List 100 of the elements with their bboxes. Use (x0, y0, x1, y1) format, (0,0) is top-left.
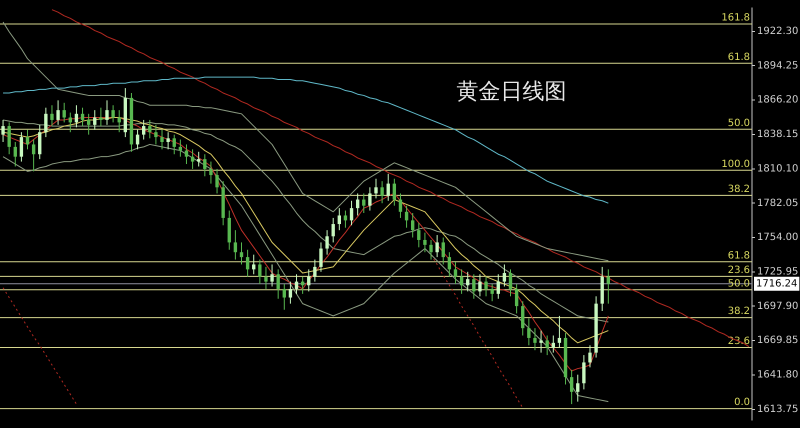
candlestick (99, 107, 103, 127)
candlestick (398, 192, 402, 218)
candlestick (582, 354, 586, 390)
candlestick (478, 274, 482, 297)
candlestick (44, 107, 48, 138)
annotation: 50.0 (728, 118, 750, 129)
text: 黄金日线图 (456, 80, 566, 105)
candlestick (38, 124, 42, 160)
annotation: 61.8 (728, 52, 750, 63)
candlestick (154, 124, 158, 145)
candlestick (490, 284, 494, 302)
candlestick (496, 274, 500, 300)
candlestick (576, 374, 580, 402)
candlestick (240, 242, 244, 265)
candlestick (368, 186, 372, 212)
candlestick (68, 112, 72, 133)
candlestick (466, 271, 470, 292)
candlestick (14, 141, 17, 167)
candlestick (521, 300, 524, 336)
candlestick (234, 230, 238, 260)
candlestick (258, 259, 262, 285)
y-tick-label: 1810.10 (757, 163, 798, 174)
candlestick (62, 102, 66, 123)
candlestick (166, 132, 170, 150)
annotation: 0.0 (734, 397, 750, 408)
y-tick-label: 1641.80 (757, 370, 798, 381)
y-tick-label: 1613.75 (757, 404, 798, 415)
candlestick (460, 268, 464, 294)
candlestick (264, 266, 268, 290)
candlestick (606, 268, 610, 304)
y-tick-label: 1697.90 (757, 300, 798, 312)
y-tick-label: 1866.20 (757, 94, 798, 106)
candlestick (558, 315, 562, 348)
line-series (430, 254, 524, 408)
candlestick (313, 259, 317, 282)
candlestick (105, 100, 109, 126)
candlestick (392, 178, 396, 206)
annotation: 23.6 (728, 264, 750, 276)
candlestick (86, 113, 90, 136)
candlestick (404, 205, 408, 228)
candlestick (552, 334, 555, 354)
candlestick (508, 268, 512, 297)
candlestick (209, 161, 213, 184)
candlestick (7, 122, 11, 155)
candlestick (74, 104, 78, 128)
candlestick (252, 254, 256, 275)
line-series (2, 287, 77, 405)
candlestick (533, 328, 537, 351)
y-tick-label: 1838.15 (757, 129, 798, 140)
candlestick (319, 242, 323, 272)
candlestick (246, 249, 250, 278)
candlestick (546, 334, 549, 356)
candlestick (142, 119, 146, 140)
candlestick (380, 180, 384, 204)
candlestick (136, 129, 140, 150)
candlestick (111, 104, 115, 123)
annotation: 38.2 (728, 306, 750, 318)
candlestick (527, 318, 531, 346)
candlestick (423, 232, 427, 253)
candlestick (344, 210, 348, 228)
candlestick (288, 281, 292, 304)
ref-line-label: 1716.24 (756, 278, 798, 290)
candlestick (502, 264, 506, 288)
candlestick (472, 274, 476, 300)
candlestick (350, 200, 354, 226)
candlestick (160, 129, 164, 150)
y-tick-label: 1725.95 (757, 266, 798, 278)
candlestick (178, 139, 182, 158)
annotation: 161.8 (721, 12, 750, 24)
candlestick (26, 129, 30, 150)
candlestick (448, 252, 452, 278)
candlestick (118, 110, 121, 133)
candlestick (197, 151, 200, 167)
candlestick (294, 274, 298, 294)
candlestick (325, 230, 329, 256)
candlestick (362, 192, 366, 214)
candlestick (588, 344, 592, 368)
annotation: 61.8 (728, 250, 750, 262)
candlestick (148, 119, 152, 139)
candlestick (190, 148, 194, 170)
candlestick (386, 173, 390, 202)
candlestick (56, 100, 60, 126)
y-tick-label: 1782.05 (757, 198, 798, 209)
candlestick (215, 168, 219, 194)
annotation: 38.2 (728, 184, 750, 195)
candlestick (300, 276, 304, 294)
candlestick (276, 268, 280, 300)
candlestick (332, 217, 335, 243)
candlestick (539, 330, 543, 354)
candlestick (20, 132, 24, 162)
candlestick (435, 234, 439, 258)
candlestick (514, 284, 518, 314)
y-tick-label: 1669.85 (757, 335, 798, 346)
y-tick-label: 1754.00 (757, 232, 798, 244)
annotation: 100.0 (721, 158, 750, 170)
candlestick (570, 369, 574, 405)
y-tick-label: 1922.30 (757, 26, 798, 37)
candlestick (417, 222, 420, 248)
candlestick (411, 212, 414, 238)
y-tick-label: 1894.25 (757, 60, 798, 72)
